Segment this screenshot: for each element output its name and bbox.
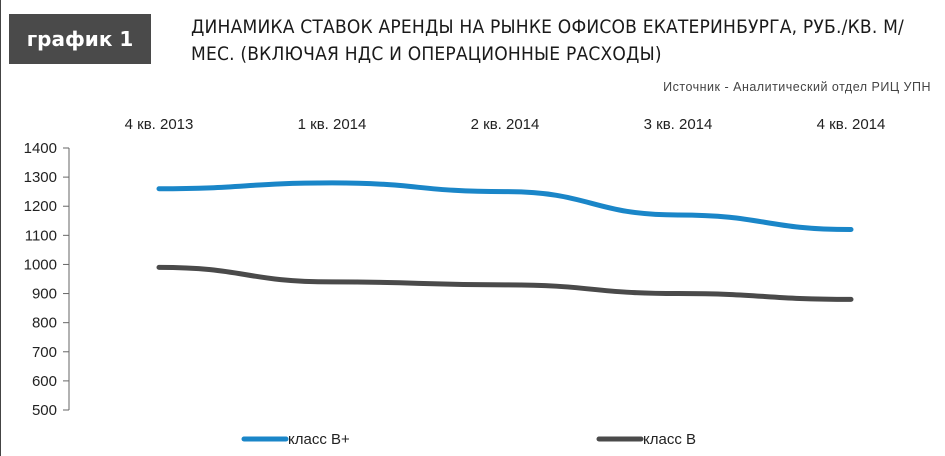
legend: класс В+ класс В <box>241 431 696 448</box>
chart-number-badge: график 1 <box>9 14 151 64</box>
x-category-label: 4 кв. 2014 <box>817 116 886 133</box>
y-tick-label: 1400 <box>24 140 57 157</box>
y-tick-label: 1200 <box>24 198 57 215</box>
y-tick-label: 900 <box>32 286 57 303</box>
x-category-label: 3 кв. 2014 <box>644 116 713 133</box>
y-tick-label: 700 <box>32 344 57 361</box>
y-tick-label: 1000 <box>24 256 57 273</box>
x-axis-category-labels: 4 кв. 2013 1 кв. 2014 2 кв. 2014 3 кв. 2014… <box>125 116 886 133</box>
y-tick-label: 1300 <box>24 169 57 186</box>
chart-title: Динамика ставок аренды на рынке офисов Е… <box>191 16 904 65</box>
x-category-label: 2 кв. 2014 <box>471 116 540 133</box>
y-tick-label: 800 <box>32 315 57 332</box>
legend-label: класс В <box>643 431 696 448</box>
series-line-class-b <box>156 264 854 302</box>
y-axis: 500 600 700 800 900 1000 1100 1200 1300 1400 <box>24 140 70 419</box>
y-tick-label: 1100 <box>25 227 57 244</box>
series-line-class-b-plus <box>156 180 854 233</box>
source-note: Источник - Аналитический отдел РИЦ УПН <box>663 80 931 94</box>
y-tick-label: 600 <box>32 373 57 390</box>
y-tick-label: 500 <box>32 402 57 419</box>
x-category-label: 1 кв. 2014 <box>298 116 367 133</box>
legend-label: класс В+ <box>288 431 350 448</box>
x-category-label: 4 кв. 2013 <box>125 116 194 133</box>
series-lines <box>156 180 854 302</box>
